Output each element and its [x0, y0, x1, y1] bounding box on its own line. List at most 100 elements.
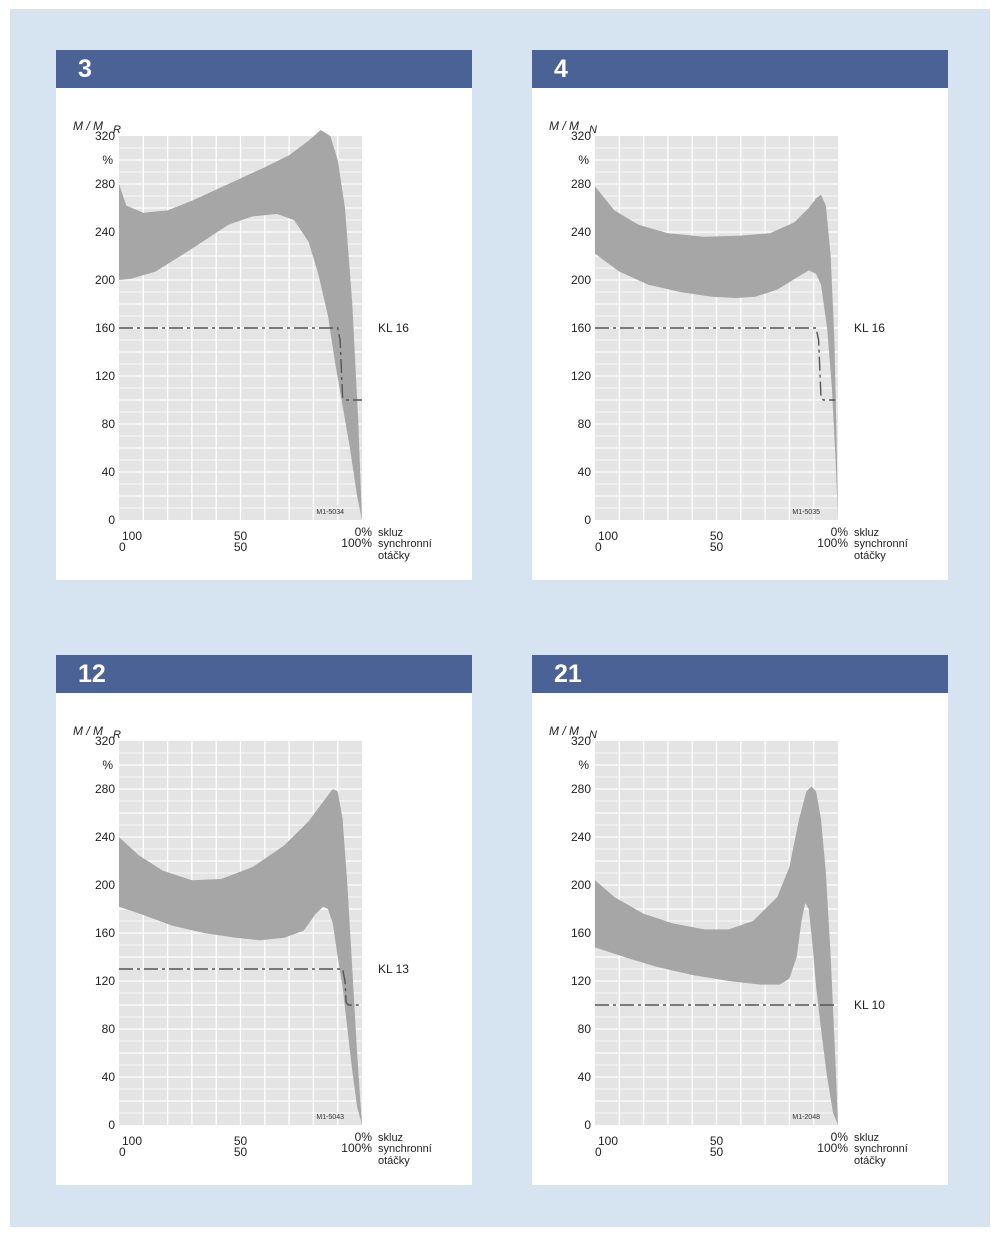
x-axis-title-speed: synchronní — [378, 538, 432, 550]
x-axis-title-speed: synchronní — [378, 1143, 432, 1155]
x-axis-title-slip: skluz — [854, 527, 879, 539]
y-tick-label: 120 — [95, 974, 115, 988]
x-tick-label-slip: 0% — [831, 1130, 849, 1144]
y-tick-label: 160 — [571, 926, 591, 940]
y-tick-label: 120 — [95, 369, 115, 383]
torque-band — [119, 130, 362, 520]
kl-line — [119, 968, 362, 1006]
y-tick-label: 120 — [571, 369, 591, 383]
figure-code: M1-5043 — [316, 1114, 344, 1121]
y-tick-label: 80 — [578, 417, 592, 431]
x-axis-title-speed-2: otáčky — [854, 550, 886, 562]
y-axis-title: M / M — [549, 119, 579, 133]
torque-band — [595, 786, 838, 1125]
y-tick-label: 200 — [95, 878, 115, 892]
y-tick-label: 160 — [571, 321, 591, 335]
y-tick-label: 80 — [578, 1022, 592, 1036]
y-tick-label: 40 — [102, 465, 116, 479]
y-unit-label: % — [578, 153, 589, 167]
y-tick-label: 240 — [95, 830, 115, 844]
y-tick-label: 320 — [571, 734, 591, 748]
y-tick-label: 0 — [584, 513, 591, 527]
y-unit-label: % — [102, 758, 113, 772]
y-axis-title: M / M — [549, 724, 579, 738]
y-axis-title-subscript: N — [589, 124, 597, 136]
y-axis-title-subscript: R — [113, 729, 121, 741]
x-tick-label-speed: 0 — [119, 540, 126, 554]
y-tick-label: 160 — [95, 321, 115, 335]
y-tick-label: 320 — [571, 129, 591, 143]
x-axis-title-slip: skluz — [378, 527, 403, 539]
y-tick-label: 0 — [584, 1118, 591, 1132]
figure-code: M1-2048 — [792, 1114, 820, 1121]
kl-label: KL 13 — [378, 962, 409, 976]
panel-number: 21 — [532, 655, 948, 693]
y-tick-label: 40 — [578, 1070, 592, 1084]
x-axis-title-speed: synchronní — [854, 538, 908, 550]
x-axis-title-slip: skluz — [378, 1132, 403, 1144]
x-axis-title-speed-2: otáčky — [854, 1155, 886, 1167]
x-tick-label-slip: 50 — [710, 1134, 724, 1148]
panel-number: 12 — [56, 655, 472, 693]
y-tick-label: 40 — [578, 465, 592, 479]
y-tick-label: 40 — [102, 1070, 116, 1084]
x-tick-label-slip: 100 — [122, 1134, 142, 1148]
x-tick-label-speed: 50 — [710, 540, 724, 554]
y-tick-label: 320 — [95, 734, 115, 748]
figure-frame: 3 KL 16 0 40 80 120 160 200 240 280 320% M / M R 100… — [10, 9, 990, 1227]
torque-band — [595, 186, 838, 520]
x-tick-label-speed: 0 — [595, 1145, 602, 1159]
y-tick-label: 160 — [95, 926, 115, 940]
x-tick-label-slip: 100 — [122, 529, 142, 543]
y-tick-label: 0 — [108, 1118, 115, 1132]
y-tick-label: 120 — [571, 974, 591, 988]
x-axis-title-speed: synchronní — [854, 1143, 908, 1155]
x-tick-label-slip: 50 — [710, 529, 724, 543]
figure-code: M1-5035 — [792, 509, 820, 516]
x-axis-title-speed-2: otáčky — [378, 550, 410, 562]
chart-panel: 12 KL 13 0 40 80 120 160 200 240 280 320% M / M R 10… — [56, 655, 472, 1185]
y-tick-label: 240 — [571, 225, 591, 239]
x-tick-label-slip: 50 — [234, 529, 248, 543]
x-tick-label-speed: 100% — [341, 536, 372, 550]
chart-panel: 4 KL 16 0 40 80 120 160 200 240 280 320% M / M N 100… — [532, 50, 948, 580]
y-tick-label: 200 — [95, 273, 115, 287]
y-axis-title-subscript: N — [589, 729, 597, 741]
y-axis-title: M / M — [73, 119, 103, 133]
y-axis-title-subscript: R — [113, 124, 121, 136]
y-tick-label: 240 — [95, 225, 115, 239]
x-tick-label-speed: 0 — [119, 1145, 126, 1159]
y-tick-label: 280 — [571, 782, 591, 796]
x-tick-label-speed: 100% — [341, 1141, 372, 1155]
x-tick-label-slip: 0% — [831, 525, 849, 539]
chart-panel: 3 KL 16 0 40 80 120 160 200 240 280 320% M / M R 100… — [56, 50, 472, 580]
y-tick-label: 80 — [102, 417, 116, 431]
y-axis-title: M / M — [73, 724, 103, 738]
panel-number: 3 — [56, 50, 472, 88]
x-axis-title-slip: skluz — [854, 1132, 879, 1144]
x-tick-label-slip: 0% — [355, 1130, 373, 1144]
y-tick-label: 320 — [95, 129, 115, 143]
y-unit-label: % — [578, 758, 589, 772]
y-tick-label: 0 — [108, 513, 115, 527]
kl-label: KL 16 — [854, 321, 885, 335]
y-tick-label: 200 — [571, 878, 591, 892]
kl-label: KL 10 — [854, 998, 885, 1012]
y-tick-label: 200 — [571, 273, 591, 287]
panel-number: 4 — [532, 50, 948, 88]
y-tick-label: 80 — [102, 1022, 116, 1036]
x-tick-label-speed: 50 — [710, 1145, 724, 1159]
kl-line — [595, 327, 836, 401]
x-tick-label-speed: 50 — [234, 540, 248, 554]
x-tick-label-slip: 100 — [598, 1134, 618, 1148]
kl-line — [119, 327, 362, 401]
x-tick-label-speed: 100% — [817, 536, 848, 550]
y-tick-label: 280 — [571, 177, 591, 191]
x-tick-label-speed: 0 — [595, 540, 602, 554]
x-tick-label-slip: 0% — [355, 525, 373, 539]
y-tick-label: 280 — [95, 782, 115, 796]
